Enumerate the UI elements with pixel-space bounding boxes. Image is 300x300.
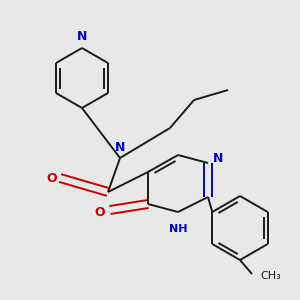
- Text: CH₃: CH₃: [260, 271, 281, 281]
- Text: NH: NH: [169, 224, 187, 234]
- Text: N: N: [77, 30, 87, 43]
- Text: N: N: [115, 141, 125, 154]
- Text: N: N: [213, 152, 223, 166]
- Text: O: O: [47, 172, 57, 184]
- Text: O: O: [95, 206, 105, 218]
